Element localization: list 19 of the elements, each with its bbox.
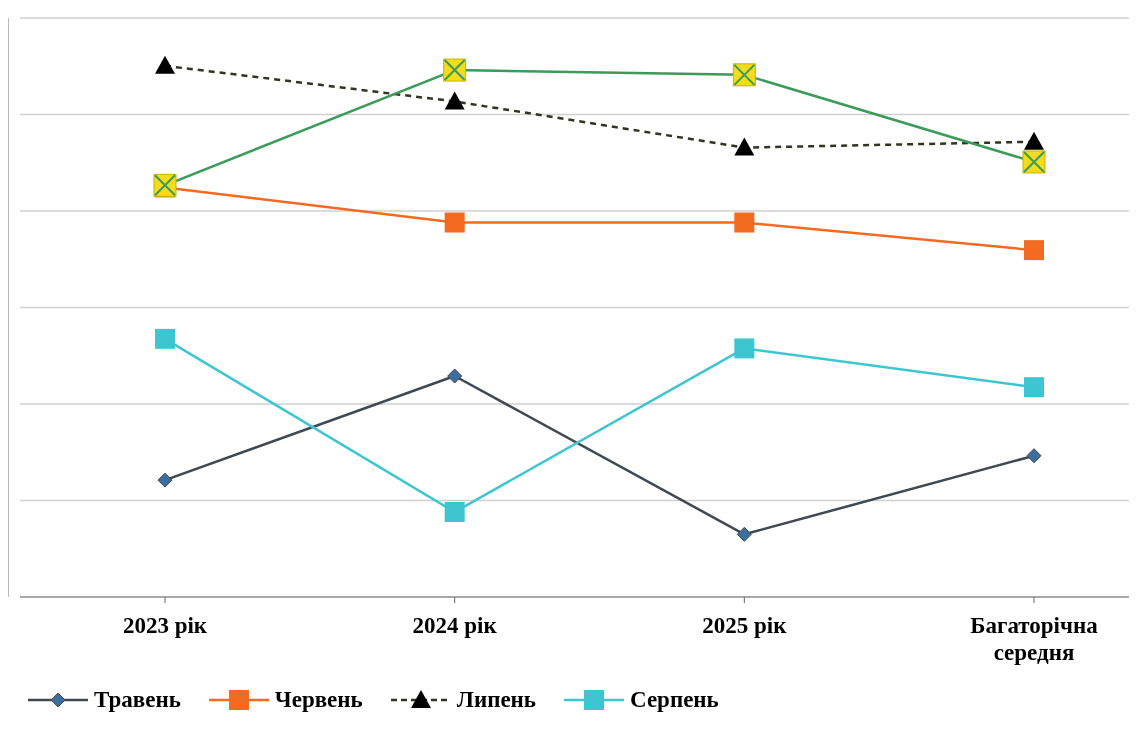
point [734,338,755,359]
point [734,212,755,233]
point [1024,377,1044,398]
point [1026,448,1042,464]
x-tick-label: 2025 рік [702,613,788,638]
legend-label: Травень [94,687,181,713]
point [155,328,175,349]
point [157,472,173,488]
x-tick-label: 2023 рік [122,613,208,638]
point [444,212,465,233]
point [444,502,465,523]
x-tick-label: Багаторічна середня [970,613,1099,665]
legend-label: Червень [274,687,363,713]
point [447,368,463,384]
legend-label: Серпень [630,687,719,713]
legend-label: Липень [456,687,537,713]
point [1024,240,1044,261]
point [736,526,752,542]
x-tick-label: 2024 рік [412,613,498,638]
